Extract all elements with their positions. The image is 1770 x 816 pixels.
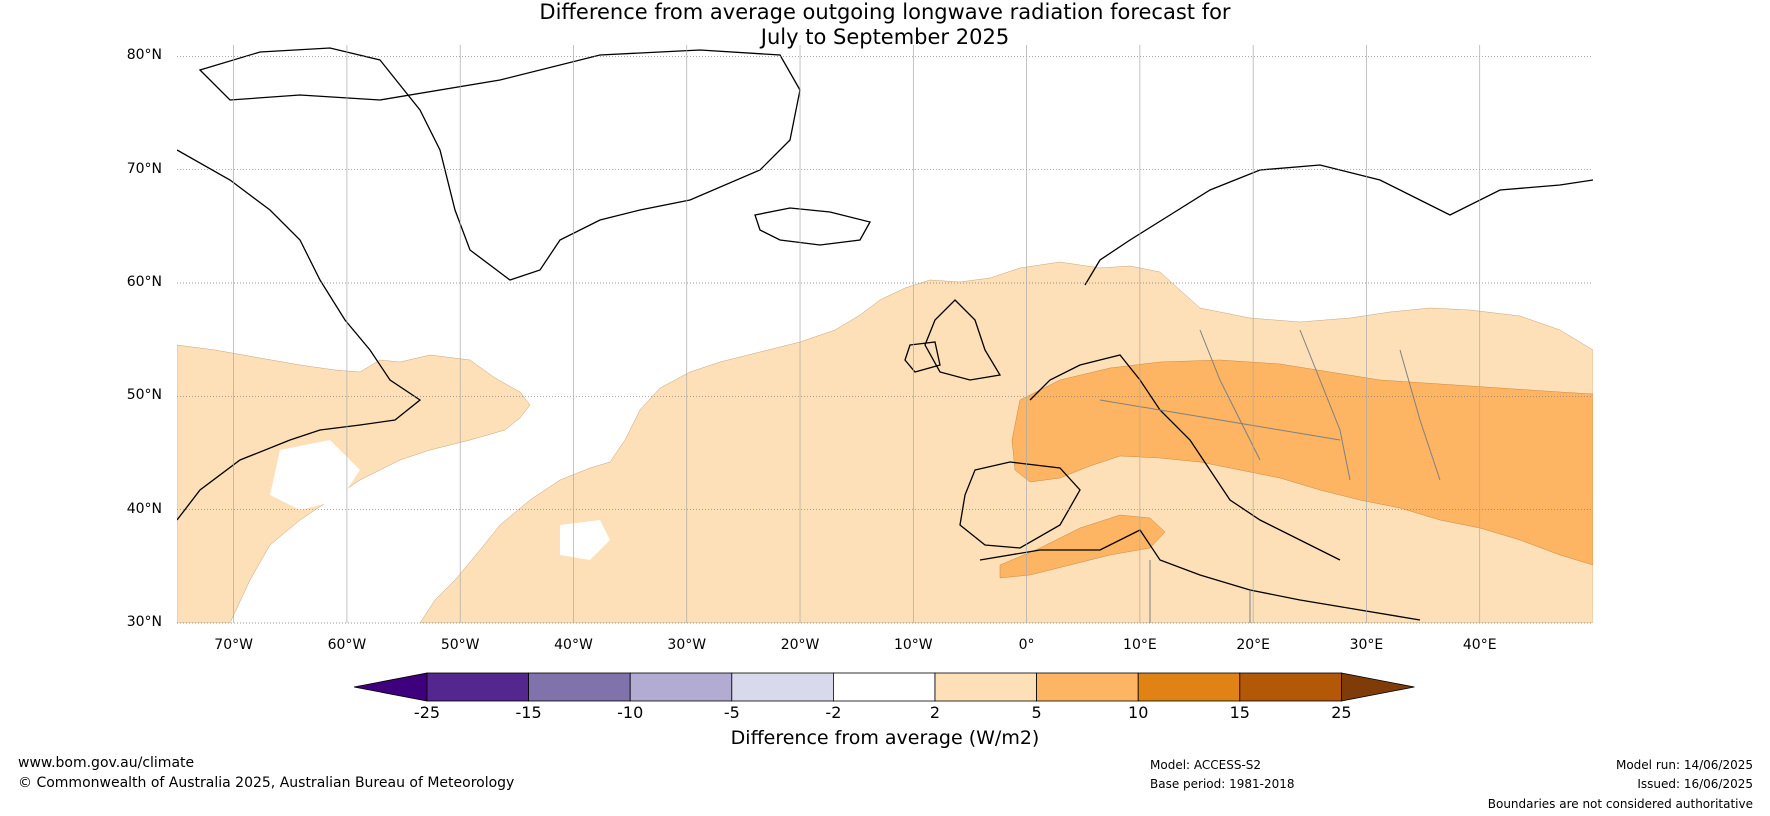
neutral-hole-2 <box>560 520 610 560</box>
latitude-label: 80°N <box>126 47 162 64</box>
longitude-label: 20°W <box>780 637 820 653</box>
colorbar-tick-label: 15 <box>1229 703 1250 722</box>
europe-coast <box>1029 354 1341 561</box>
longitude-label: 70°W <box>214 637 253 653</box>
colorbar-segment <box>1239 672 1342 702</box>
latitude-label: 70°N <box>126 160 162 177</box>
longitude-label: 60°W <box>327 637 367 653</box>
latitude-label: 50°N <box>126 387 162 404</box>
colorbar-segment <box>731 672 834 702</box>
colorbar <box>353 672 1415 702</box>
title-line-1: Difference from average outgoing longwav… <box>539 0 1231 24</box>
longitude-label: 0° <box>1018 637 1035 653</box>
colorbar-tick-label: -10 <box>617 703 644 722</box>
colorbar-tick-label: -15 <box>515 703 542 722</box>
colorbar-tick-label: -2 <box>825 703 842 722</box>
latitude-label: 60°N <box>126 274 162 290</box>
gridlines <box>177 45 1593 624</box>
colorbar-segment <box>1036 672 1139 702</box>
colorbar-tick-label: 10 <box>1128 703 1149 722</box>
colorbar-segment <box>1137 672 1241 702</box>
longitude-label: 40°E <box>1462 637 1497 653</box>
colorbar-extend-low <box>353 672 428 702</box>
longitude-label: 10°E <box>1123 637 1157 653</box>
colorbar-segment <box>629 672 733 702</box>
disclaimer-text: Boundaries are not considered authoritat… <box>1487 797 1753 811</box>
longitude-label: 20°E <box>1236 637 1270 653</box>
model-run-text: Model run: 14/06/2025 <box>1615 758 1753 772</box>
issued-text: Issued: 16/06/2025 <box>1637 777 1753 791</box>
anomaly-region-5-10-sahara <box>999 514 1166 579</box>
colorbar-tick-label: 2 <box>929 703 941 722</box>
ireland-coast <box>904 341 941 373</box>
longitude-label: 50°W <box>440 637 480 653</box>
iceland-coast <box>754 207 871 246</box>
iberia-coast <box>959 461 1081 549</box>
colorbar-segment <box>528 672 631 702</box>
website-text: www.bom.gov.au/climate <box>18 755 195 771</box>
canada-coast <box>177 149 422 521</box>
scandinavia-coast <box>1084 164 1593 286</box>
title-line-2: July to September 2025 <box>760 25 1010 49</box>
colorbar-segment <box>934 672 1037 702</box>
colorbar-extend-high <box>1341 672 1415 702</box>
africa-coast <box>979 529 1421 621</box>
latitude-label: 40°N <box>126 500 162 517</box>
greenland-coast <box>198 47 801 281</box>
uk-coast <box>924 299 1002 381</box>
anomaly-region-2-5-main <box>419 261 1593 623</box>
latitude-label: 30°N <box>126 614 162 630</box>
base-period-text: Base period: 1981-2018 <box>1150 777 1295 791</box>
longitude-label: 40°W <box>554 637 593 653</box>
longitude-label: 30°E <box>1349 637 1384 653</box>
colorbar-segment <box>833 672 936 702</box>
colorbar-tick-label: 5 <box>1031 703 1042 722</box>
colorbar-segment <box>426 672 529 702</box>
model-text: Model: ACCESS-S2 <box>1150 758 1262 772</box>
longitude-label: 30°W <box>667 637 707 653</box>
colorbar-tick-label: -5 <box>723 703 740 722</box>
coastlines <box>177 47 1593 621</box>
colorbar-tick-label: -25 <box>413 703 441 722</box>
longitude-label: 10°W <box>893 637 933 653</box>
copyright-text: © Commonwealth of Australia 2025, Austra… <box>18 775 515 791</box>
map-title: Difference from average outgoing longwav… <box>0 0 1770 50</box>
colorbar-tick-label: 25 <box>1331 703 1352 722</box>
colorbar-label: Difference from average (W/m2) <box>730 727 1040 749</box>
anomaly-region-2-5-west-atlantic <box>177 344 531 623</box>
neutral-hole-1 <box>270 440 360 510</box>
